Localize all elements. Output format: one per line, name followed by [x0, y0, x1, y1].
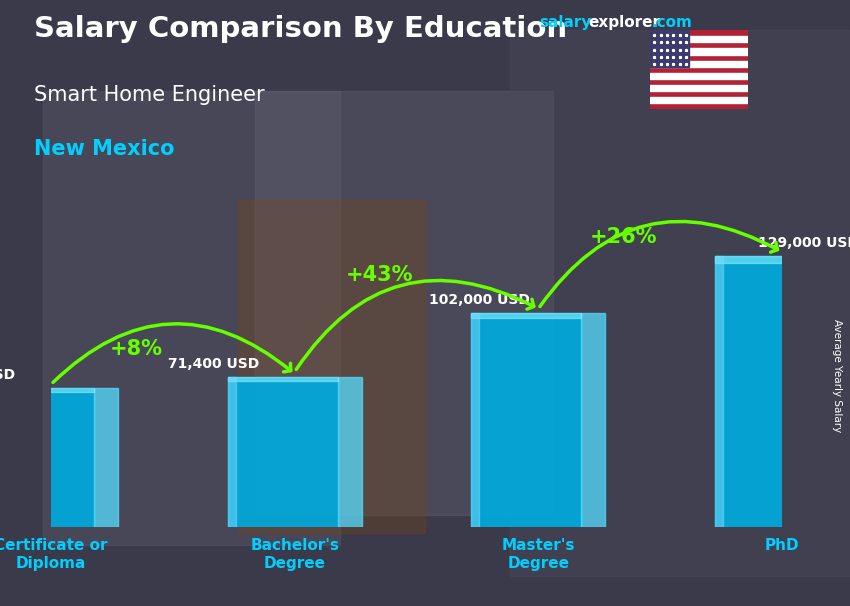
Bar — [471, 313, 581, 527]
Bar — [228, 377, 235, 527]
Bar — [337, 377, 361, 527]
Bar — [581, 313, 605, 527]
Text: 66,100 USD: 66,100 USD — [0, 368, 15, 382]
Bar — [510, 30, 850, 576]
Bar — [650, 61, 748, 67]
Text: +26%: +26% — [590, 227, 657, 247]
Bar — [650, 97, 748, 103]
Text: Smart Home Engineer: Smart Home Engineer — [34, 85, 264, 105]
Bar — [0, 388, 94, 392]
Bar — [228, 377, 337, 381]
Text: 129,000 USD: 129,000 USD — [757, 236, 850, 250]
Text: +8%: +8% — [110, 339, 163, 359]
Text: explorer: explorer — [588, 15, 660, 30]
Text: Average Yearly Salary: Average Yearly Salary — [832, 319, 842, 432]
Bar — [824, 256, 849, 527]
Bar — [650, 48, 748, 55]
Text: 71,400 USD: 71,400 USD — [168, 357, 259, 371]
Bar — [650, 73, 748, 79]
Bar — [228, 377, 337, 527]
Bar — [715, 256, 824, 527]
Text: 102,000 USD: 102,000 USD — [428, 293, 530, 307]
Text: salary: salary — [540, 15, 592, 30]
Bar — [238, 200, 425, 533]
Bar — [650, 85, 748, 91]
Bar — [255, 91, 552, 515]
Bar — [715, 256, 723, 527]
Bar — [94, 388, 118, 527]
Text: New Mexico: New Mexico — [34, 139, 174, 159]
Text: .com: .com — [652, 15, 693, 30]
Bar — [0, 388, 94, 527]
Bar — [715, 256, 824, 263]
Bar — [650, 36, 748, 42]
Bar — [471, 313, 581, 318]
Bar — [42, 91, 340, 545]
Bar — [650, 30, 689, 67]
Text: +43%: +43% — [346, 265, 414, 285]
Text: Salary Comparison By Education: Salary Comparison By Education — [34, 15, 567, 43]
Bar — [471, 313, 479, 527]
